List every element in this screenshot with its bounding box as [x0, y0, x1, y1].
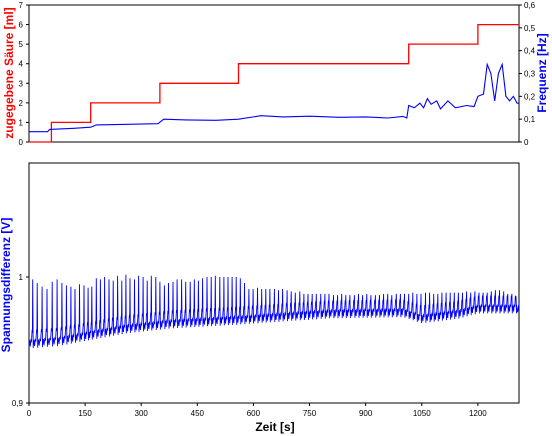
bottom-x-tick-label: 1050: [413, 409, 431, 418]
top-right-tick-label: 0,2: [524, 92, 536, 101]
top-right-tick-label: 0,3: [524, 70, 536, 79]
bottom-x-tick-label: 0: [27, 409, 32, 418]
bottom-x-tick-label: 600: [247, 409, 261, 418]
bottom-series-group: [28, 274, 520, 349]
top-series-group: [29, 23, 519, 143]
top-left-tick-label: 1: [19, 118, 24, 127]
bottom-y-axis: 0,91: [12, 273, 29, 408]
top-left-axis-title: zugegebene Säure [ml]: [2, 7, 16, 138]
top-right-tick-label: 0,1: [524, 115, 536, 124]
top-left-tick-label: 2: [19, 99, 24, 108]
bottom-x-tick-label: 750: [303, 409, 317, 418]
top-right-tick-label: 0,5: [524, 24, 536, 33]
bottom-x-axis-title: Zeit [s]: [255, 420, 294, 434]
bottom-x-tick-label: 900: [359, 409, 373, 418]
top-left-tick-label: 0: [19, 138, 24, 147]
bottom-x-tick-label: 300: [135, 409, 149, 418]
bottom-x-tick-label: 150: [78, 409, 92, 418]
top-left-tick-label: 5: [19, 40, 24, 49]
top-left-tick-label: 6: [19, 21, 24, 30]
top-left-tick-label: 3: [19, 79, 24, 88]
bottom-plot-frame: [28, 162, 520, 404]
top-left-tick-label: 7: [19, 1, 24, 10]
top-right-axis: 0 0,1 0,2 0,3 0,4 0,5 0,6: [519, 1, 536, 147]
bottom-y-axis-title: Spannungsdifferenz [V]: [0, 218, 13, 353]
bottom-x-axis: 0 150 300 450 600 750 900 1050 1200: [27, 403, 487, 418]
top-right-tick-label: 0,6: [524, 1, 536, 10]
top-left-axis: 0 1 2 3 4 5 6 7: [19, 1, 29, 147]
top-plot-frame: [28, 4, 520, 143]
bottom-x-tick-label: 1200: [469, 409, 487, 418]
top-left-tick-label: 4: [19, 60, 24, 69]
top-right-tick-label: 0,4: [524, 47, 536, 56]
bottom-x-tick-label: 450: [191, 409, 205, 418]
top-right-axis-title: Frequenz [Hz]: [535, 33, 549, 112]
voltage-series-line: [28, 274, 520, 349]
bottom-y-tick-label: 1: [19, 273, 24, 282]
acid-volume-series-line: [29, 23, 519, 143]
frequency-series-line: [29, 62, 519, 133]
top-chart: 0 1 2 3 4 5 6 7 0 0,1 0,2 0,3 0,4 0,5 0,6 zugegebene …: [2, 1, 549, 147]
bottom-chart: 0,91 0 150 300 450 600 750 900 1050 1200 Spannun…: [0, 162, 520, 434]
top-right-tick-label: 0: [524, 138, 529, 147]
bottom-y-tick-label: 0,9: [12, 399, 24, 408]
